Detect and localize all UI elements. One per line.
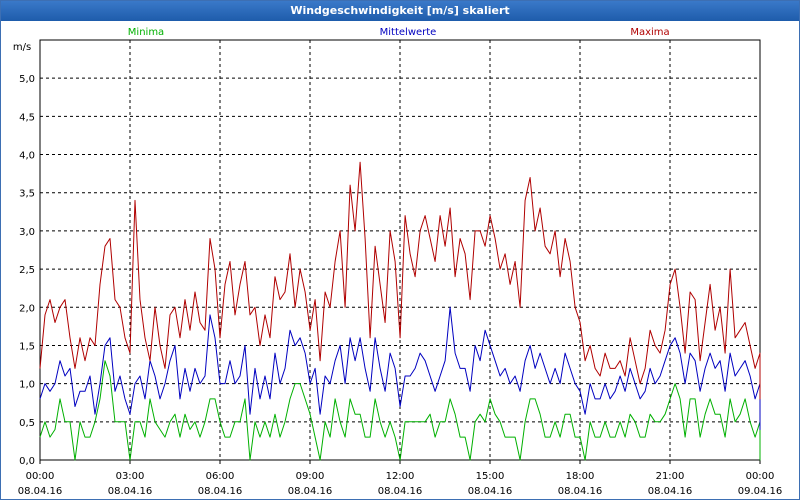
x-tick-date: 08.04.16 — [378, 486, 423, 497]
x-tick-date: 08.04.16 — [288, 486, 333, 497]
legend-mittelwerte: Mittelwerte — [380, 27, 437, 38]
y-tick-label: 1,0 — [19, 380, 35, 391]
y-tick-label: 5,0 — [19, 74, 35, 85]
x-tick-date: 08.04.16 — [108, 486, 153, 497]
y-tick-label: 2,0 — [19, 303, 35, 314]
x-tick-time: 21:00 — [656, 471, 685, 482]
x-tick-date: 08.04.16 — [468, 486, 513, 497]
y-axis-label: m/s — [13, 42, 31, 53]
grid — [40, 40, 760, 461]
y-tick-label: 0,5 — [19, 418, 35, 429]
x-tick-time: 09:00 — [296, 471, 325, 482]
axis-ticks: 0,0 0,5 1,0 1,5 2,0 2,5 3,0 3,5 4,0 4,5 5,0 00:00 08… — [18, 74, 783, 497]
series-line-maxima — [39, 161, 761, 400]
x-tick-date: 08.04.16 — [648, 486, 693, 497]
x-tick-date: 08.04.16 — [558, 486, 603, 497]
y-tick-label: 3,0 — [19, 227, 35, 238]
y-tick-label: 0,0 — [19, 456, 35, 467]
x-tick-date: 09.04.16 — [738, 486, 783, 497]
x-tick-time: 18:00 — [566, 471, 595, 482]
x-tick-date: 08.04.16 — [18, 486, 63, 497]
y-tick-label: 2,5 — [19, 265, 35, 276]
y-tick-label: 1,5 — [19, 341, 35, 352]
legend: Minima Mittelwerte Maxima — [128, 27, 670, 38]
legend-minima: Minima — [128, 27, 164, 38]
y-tick-label: 4,0 — [19, 151, 35, 162]
x-tick-time: 00:00 — [26, 471, 55, 482]
x-tick-date: 08.04.16 — [198, 486, 243, 497]
window-title: Windgeschwindigkeit [m/s] skaliert — [1, 1, 799, 21]
series-line-minima — [39, 360, 761, 461]
y-tick-label: 4,5 — [19, 112, 35, 123]
y-tick-label: 3,5 — [19, 189, 35, 200]
legend-maxima: Maxima — [630, 27, 669, 38]
series-lines — [39, 161, 761, 461]
x-tick-time: 15:00 — [476, 471, 505, 482]
x-tick-time: 12:00 — [386, 471, 415, 482]
x-tick-time: 00:00 — [746, 471, 775, 482]
x-tick-time: 06:00 — [206, 471, 235, 482]
series-line-mittelwerte — [39, 306, 761, 430]
x-tick-time: 03:00 — [116, 471, 145, 482]
